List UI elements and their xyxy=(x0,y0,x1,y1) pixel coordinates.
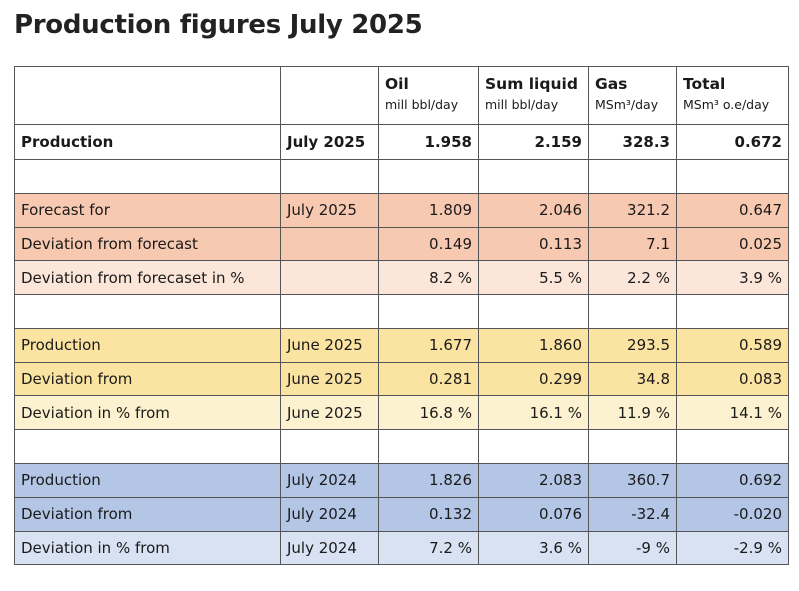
header-total: Total MSm³ o.e/day xyxy=(676,66,789,125)
row-label: Deviation in % from xyxy=(14,530,281,566)
oil-value: 8.2 % xyxy=(378,260,479,296)
liquid-value: 0.113 xyxy=(478,226,589,262)
row-period: July 2024 xyxy=(280,496,379,532)
row-period: July 2025 xyxy=(280,124,379,160)
row-period: June 2025 xyxy=(280,395,379,431)
row-label: Deviation from forecast xyxy=(14,226,281,262)
gas-value: 7.1 xyxy=(588,226,677,262)
oil-value: 1.809 xyxy=(378,193,479,228)
row-label: Production xyxy=(14,328,281,363)
oil-value: 7.2 % xyxy=(378,530,479,566)
production-table: Oil mill bbl/day Sum liquid mill bbl/day… xyxy=(14,66,789,566)
gas-value: 2.2 % xyxy=(588,260,677,296)
oil-value: 1.826 xyxy=(378,463,479,498)
spacer-row xyxy=(14,429,789,465)
spacer-row xyxy=(14,159,789,194)
gas-value: 34.8 xyxy=(588,361,677,397)
header-unit: MSm³/day xyxy=(595,97,659,112)
total-value: 0.672 xyxy=(676,124,789,160)
row-label: Deviation from xyxy=(14,496,281,532)
gas-value: 11.9 % xyxy=(588,395,677,431)
row-label: Forecast for xyxy=(14,193,281,228)
total-value: -2.9 % xyxy=(676,530,789,566)
total-value: 0.025 xyxy=(676,226,789,262)
header-cell-empty xyxy=(280,66,379,125)
header-row: Oil mill bbl/day Sum liquid mill bbl/day… xyxy=(14,66,789,125)
row-label: Production xyxy=(14,463,281,498)
gas-value: 360.7 xyxy=(588,463,677,498)
liquid-value: 0.076 xyxy=(478,496,589,532)
oil-value: 0.132 xyxy=(378,496,479,532)
total-value: 3.9 % xyxy=(676,260,789,296)
row-label: Deviation from xyxy=(14,361,281,397)
liquid-value: 2.159 xyxy=(478,124,589,160)
header-name: Oil xyxy=(385,75,409,93)
gas-value: -9 % xyxy=(588,530,677,566)
gas-value: 321.2 xyxy=(588,193,677,228)
row-label: Production xyxy=(14,124,281,160)
oil-value: 1.958 xyxy=(378,124,479,160)
table-row-deviation-prev-month: Deviation from June 2025 0.281 0.299 34.… xyxy=(14,361,789,397)
liquid-value: 5.5 % xyxy=(478,260,589,296)
table-row-deviation-forecast-pct: Deviation from forecaset in % 8.2 % 5.5 … xyxy=(14,260,789,296)
total-value: 0.692 xyxy=(676,463,789,498)
gas-value: 328.3 xyxy=(588,124,677,160)
row-period: July 2025 xyxy=(280,193,379,228)
table-row-deviation-prev-month-pct: Deviation in % from June 2025 16.8 % 16.… xyxy=(14,395,789,431)
table-row-forecast: Forecast for July 2025 1.809 2.046 321.2… xyxy=(14,193,789,228)
page-title: Production figures July 2025 xyxy=(14,10,423,40)
row-period xyxy=(280,226,379,262)
total-value: 0.589 xyxy=(676,328,789,363)
gas-value: -32.4 xyxy=(588,496,677,532)
total-value: 14.1 % xyxy=(676,395,789,431)
header-name: Sum liquid xyxy=(485,75,578,93)
spacer-row xyxy=(14,294,789,330)
table-row-production-current: Production July 2025 1.958 2.159 328.3 0… xyxy=(14,124,789,160)
row-period: July 2024 xyxy=(280,463,379,498)
table-row-deviation-forecast: Deviation from forecast 0.149 0.113 7.1 … xyxy=(14,226,789,262)
oil-value: 1.677 xyxy=(378,328,479,363)
liquid-value: 1.860 xyxy=(478,328,589,363)
header-unit: mill bbl/day xyxy=(485,97,559,112)
total-value: 0.083 xyxy=(676,361,789,397)
liquid-value: 16.1 % xyxy=(478,395,589,431)
header-cell-empty xyxy=(14,66,281,125)
header-sum-liquid: Sum liquid mill bbl/day xyxy=(478,66,589,125)
table-row-deviation-prev-year-pct: Deviation in % from July 2024 7.2 % 3.6 … xyxy=(14,530,789,566)
header-unit: mill bbl/day xyxy=(385,97,459,112)
liquid-value: 0.299 xyxy=(478,361,589,397)
header-gas: Gas MSm³/day xyxy=(588,66,677,125)
header-name: Gas xyxy=(595,75,628,93)
row-period: June 2025 xyxy=(280,361,379,397)
row-period: June 2025 xyxy=(280,328,379,363)
row-period: July 2024 xyxy=(280,530,379,566)
oil-value: 0.281 xyxy=(378,361,479,397)
liquid-value: 3.6 % xyxy=(478,530,589,566)
total-value: -0.020 xyxy=(676,496,789,532)
table-row-deviation-prev-year: Deviation from July 2024 0.132 0.076 -32… xyxy=(14,496,789,532)
row-label: Deviation in % from xyxy=(14,395,281,431)
total-value: 0.647 xyxy=(676,193,789,228)
gas-value: 293.5 xyxy=(588,328,677,363)
liquid-value: 2.046 xyxy=(478,193,589,228)
header-unit: MSm³ o.e/day xyxy=(683,97,770,112)
row-period xyxy=(280,260,379,296)
oil-value: 16.8 % xyxy=(378,395,479,431)
table-row-production-prev-year: Production July 2024 1.826 2.083 360.7 0… xyxy=(14,463,789,498)
row-label: Deviation from forecaset in % xyxy=(14,260,281,296)
table-row-production-prev-month: Production June 2025 1.677 1.860 293.5 0… xyxy=(14,328,789,363)
header-name: Total xyxy=(683,75,726,93)
liquid-value: 2.083 xyxy=(478,463,589,498)
header-oil: Oil mill bbl/day xyxy=(378,66,479,125)
oil-value: 0.149 xyxy=(378,226,479,262)
